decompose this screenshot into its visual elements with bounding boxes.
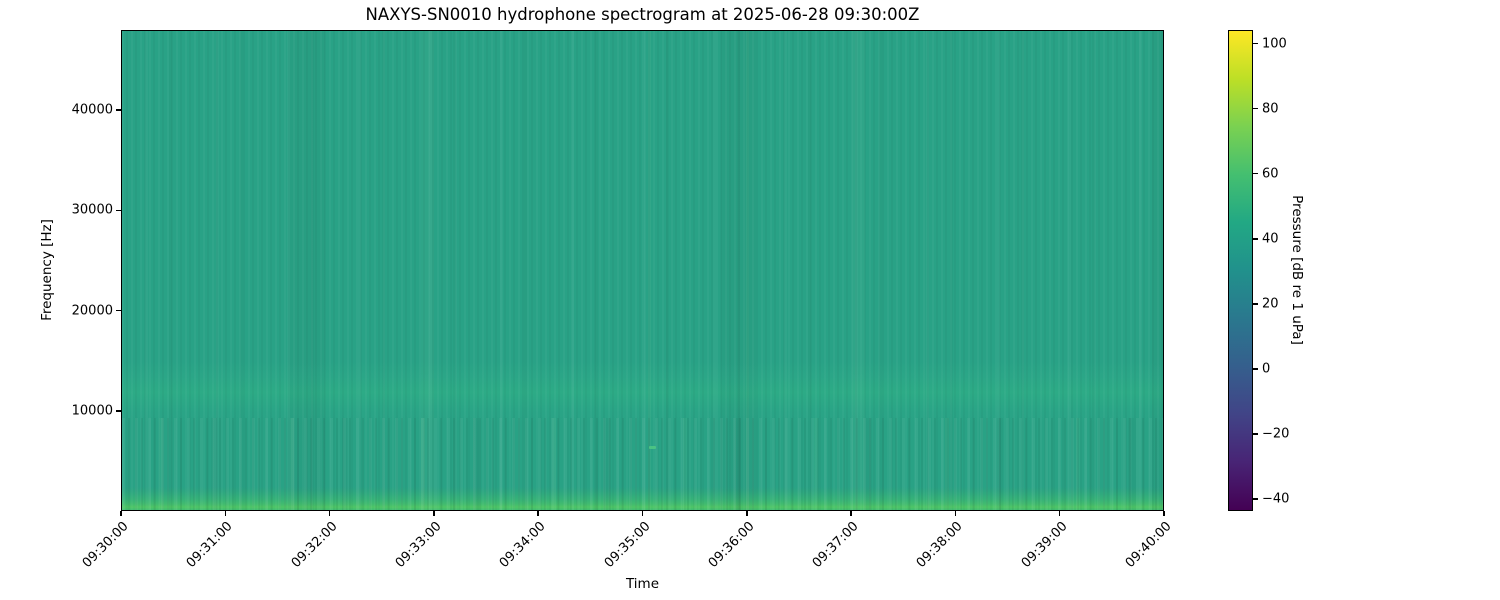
x-tick-mark xyxy=(120,511,122,516)
colorbar-tick-label: 40 xyxy=(1262,231,1279,247)
colorbar-tick-label: 20 xyxy=(1262,296,1279,312)
y-tick-mark xyxy=(116,209,121,212)
colorbar-tick-label: 60 xyxy=(1262,166,1279,182)
y-tick-mark xyxy=(116,109,121,111)
x-axis-label: Time xyxy=(625,576,660,592)
colorbar-tick-label: 80 xyxy=(1262,101,1279,117)
colorbar-tick-mark xyxy=(1253,42,1258,45)
colorbar-tick-mark xyxy=(1253,368,1258,370)
lowfreq-noise-band xyxy=(122,418,1163,510)
colorbar-tick-mark xyxy=(1253,238,1258,240)
colorbar-tick-mark xyxy=(1253,498,1258,500)
faint-column-artifact xyxy=(648,31,651,510)
y-tick-mark xyxy=(116,309,121,312)
x-tick-mark xyxy=(328,511,331,516)
x-tick-mark xyxy=(1058,511,1061,516)
colorbar-tick-mark xyxy=(1253,107,1258,110)
y-tick-label: 40000 xyxy=(71,102,113,118)
colorbar-tick-label: 100 xyxy=(1262,36,1287,52)
transient-mark xyxy=(649,446,656,449)
x-tick-mark xyxy=(641,511,644,516)
colorbar-tick-mark xyxy=(1253,433,1258,435)
spectrogram-plot-area xyxy=(121,30,1164,511)
colorbar-tick-mark xyxy=(1253,303,1258,305)
x-tick-label: 09:30:00 xyxy=(79,519,132,571)
x-tick-mark xyxy=(224,511,227,516)
chart-title: NAXYS-SN0010 hydrophone spectrogram at 2… xyxy=(365,5,920,24)
colorbar-tick-label: 0 xyxy=(1262,361,1271,377)
x-tick-mark xyxy=(537,511,539,516)
x-tick-mark xyxy=(746,511,748,516)
x-tick-mark xyxy=(954,511,957,516)
y-tick-label: 20000 xyxy=(71,303,113,319)
colorbar-tick-label: −40 xyxy=(1262,491,1290,507)
x-tick-mark xyxy=(850,511,852,516)
colorbar xyxy=(1228,30,1253,511)
x-tick-mark xyxy=(433,511,435,516)
y-tick-label: 30000 xyxy=(71,202,113,218)
x-tick-mark xyxy=(1163,511,1165,516)
faint-column-artifact xyxy=(746,31,749,510)
colorbar-tick-mark xyxy=(1253,172,1258,175)
colorbar-tick-label: −20 xyxy=(1262,426,1290,442)
y-tick-label: 10000 xyxy=(71,403,113,419)
colorbar-label: Pressure [dB re 1 uPa] xyxy=(1289,195,1305,345)
y-tick-mark xyxy=(116,410,121,412)
